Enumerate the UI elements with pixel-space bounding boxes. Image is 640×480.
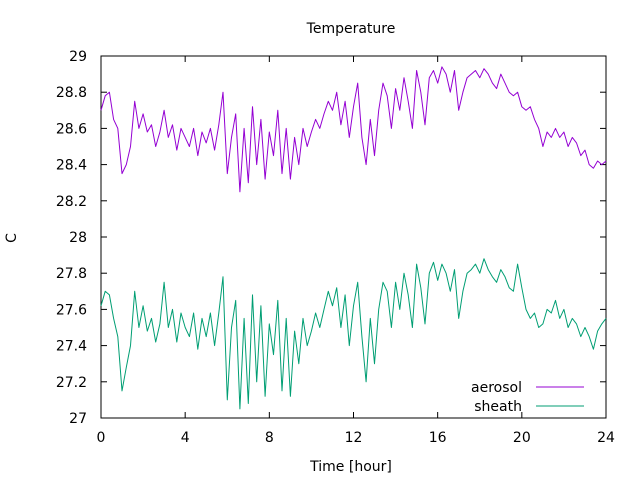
y-tick-label: 27.6 [56,302,87,318]
series-layer [100,66,607,410]
legend-label-aerosol: aerosol [471,380,522,396]
x-tick-label: 20 [513,430,531,446]
y-tick-label: 29 [69,49,87,65]
y-axis: 27 27.2 27.4 27.6 27.8 28 28.2 28.4 28.6 28.8 29 [56,49,606,427]
y-tick-label: 27.4 [56,339,87,355]
y-axis-title: C [4,233,20,243]
chart-title: Temperature [306,21,396,37]
x-tick-label: 0 [97,430,106,446]
x-tick-label: 12 [345,430,363,446]
y-tick-label: 28.2 [56,194,87,210]
y-tick-label: 28 [69,230,87,246]
y-tick-label: 27.8 [56,266,87,282]
x-tick-label: 4 [181,430,190,446]
legend: aerosol sheath [471,380,584,415]
y-tick-label: 28.8 [56,85,87,101]
x-tick-label: 16 [429,430,447,446]
y-tick-label: 28.4 [56,158,87,174]
x-tick-label: 24 [597,430,615,446]
legend-label-sheath: sheath [474,399,522,415]
y-tick-label: 28.6 [56,121,87,137]
x-axis-title: Time [hour] [309,459,392,475]
x-tick-label: 8 [265,430,274,446]
y-tick-label: 27 [69,411,87,427]
x-axis: 0 4 8 12 16 20 24 [97,56,615,446]
series-line-sheath [100,258,607,410]
y-tick-label: 27.2 [56,375,87,391]
series-line-aerosol [100,66,607,193]
